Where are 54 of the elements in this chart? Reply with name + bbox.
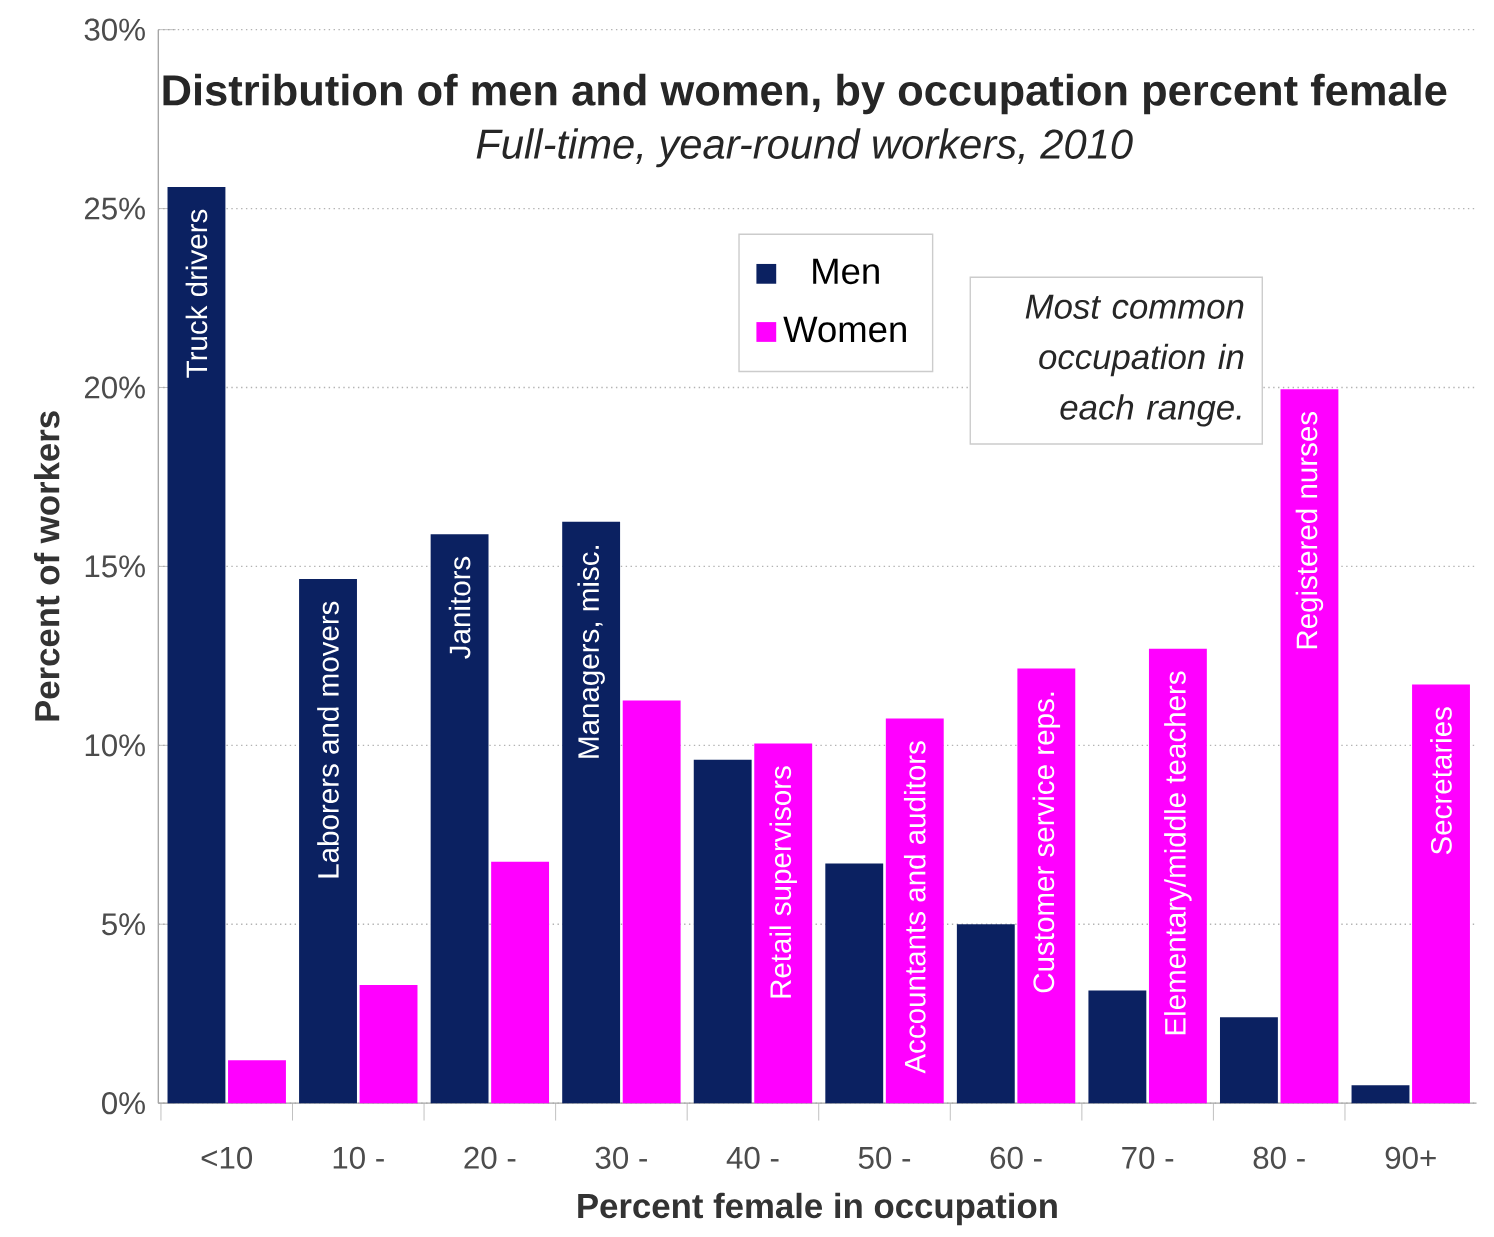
bar <box>885 718 944 1104</box>
bar <box>1088 990 1147 1104</box>
bar <box>1280 389 1339 1104</box>
annotation: Truck drivers <box>185 209 208 378</box>
x-tick-label: 30 - <box>595 1146 647 1170</box>
x-tick-label: 90+ <box>1385 1146 1436 1170</box>
annotation: Secretaries <box>1430 707 1452 855</box>
bar <box>693 759 752 1104</box>
y-tick-label: 10% <box>85 734 145 757</box>
annotation: Elementary/middle teachers <box>1164 671 1192 1035</box>
x-tick-label: 60 - <box>990 1146 1042 1170</box>
legend-label: Women <box>783 316 906 343</box>
y-tick-label: 25% <box>84 197 145 220</box>
text: Full-time, year-round workers, 2010 <box>476 128 1133 168</box>
x-tick-label: 70 - <box>1122 1146 1174 1170</box>
bar <box>825 863 884 1104</box>
x-tick-label: 80 - <box>1253 1146 1305 1170</box>
y-tick-label: 0% <box>101 1092 145 1115</box>
text: Distribution of men and women, by occupation percent female <box>163 73 1447 115</box>
annotation: Most common occupation in each range. <box>1025 294 1244 427</box>
y-tick-label: 20% <box>84 376 145 399</box>
y-tick-label: 30% <box>84 18 145 41</box>
bar <box>1412 684 1470 1104</box>
x-tick-label: <10 <box>201 1146 253 1170</box>
bar <box>491 861 550 1104</box>
bar <box>1017 668 1076 1104</box>
bar <box>754 743 813 1104</box>
bar <box>1148 648 1207 1104</box>
bar <box>228 1060 286 1104</box>
y-axis-title: Percent of workers <box>33 411 60 721</box>
bar <box>622 700 681 1104</box>
legend-label: Men <box>813 258 879 285</box>
y-tick-label: 15% <box>85 555 145 578</box>
x-axis-title: Percent female in occupation <box>578 1192 1057 1226</box>
annotation: Accountants and auditors <box>903 741 926 1074</box>
annotation: Registered nurses <box>1295 412 1324 649</box>
bar <box>956 924 1015 1104</box>
x-tick-label: 50 - <box>858 1146 911 1170</box>
y-tick-label: 5% <box>102 913 145 936</box>
annotation: Janitors <box>448 556 471 659</box>
annotation: Managers, misc. <box>577 546 605 758</box>
bar <box>167 187 226 1104</box>
bar <box>1219 1017 1278 1104</box>
x-tick-label: 20 - <box>464 1146 516 1170</box>
x-tick-label: 10 - <box>333 1146 384 1170</box>
annotation: Customer service reps. <box>1032 692 1061 993</box>
annotation: Laborers and movers <box>317 601 339 878</box>
bar <box>430 534 489 1104</box>
annotation: Retail supervisors <box>769 766 797 998</box>
bar <box>1351 1085 1410 1104</box>
x-tick-label: 40 - <box>726 1146 779 1170</box>
bar <box>562 521 621 1104</box>
bar <box>299 579 357 1104</box>
bar <box>359 985 418 1104</box>
